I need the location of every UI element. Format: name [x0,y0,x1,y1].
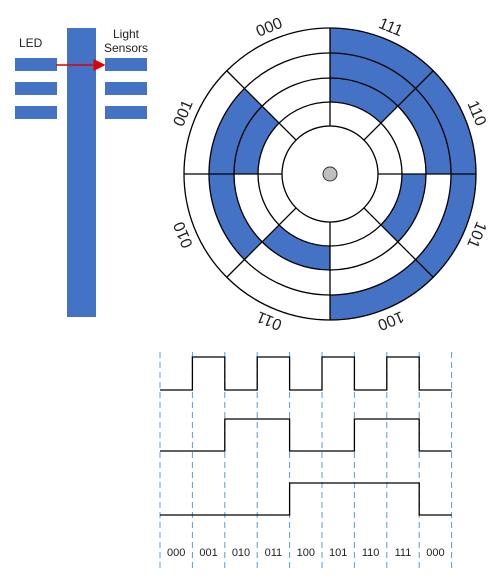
disk-segment-inner-001 [234,106,280,174]
sensor-bar-1 [105,58,147,71]
led-bar-1 [15,58,57,71]
timing-code-label-8: 000 [426,547,444,559]
timing-signal-bit1 [160,418,452,452]
disk-segment-middle-001 [209,88,263,174]
disk-divider-line [226,207,297,278]
disk-sectors [209,28,476,320]
timing-code-label-2: 010 [232,547,250,559]
timing-code-label-3: 011 [265,547,283,559]
disk-segment-middle-111 [330,53,416,107]
disk-segment-outer-100 [330,259,434,320]
sensor-label-line1: Light [113,27,140,41]
sensor-bar-2 [105,82,147,95]
disk-hub [322,166,338,182]
timing-diagram: 000 001 010 011 100 101 110 111 000 [159,352,453,572]
disk-segment-middle-110 [397,88,451,174]
timing-code-label-4: 100 [297,547,315,559]
timing-code-label-1: 001 [199,547,217,559]
disk-segment-inner-101 [380,174,426,242]
disk-sector-dividers [184,28,476,320]
disk-edge-bar [67,28,96,317]
timing-gridlines [159,352,453,572]
timing-code-label-0: 000 [167,547,185,559]
disk-segment-outer-101 [415,174,476,278]
disk-divider-line [363,70,434,141]
timing-code-label-6: 110 [362,547,380,559]
led-bar-3 [15,106,57,119]
sensor-bar-3 [105,106,147,119]
led-label: LED [19,36,43,50]
disk-segment-inner-111 [330,78,398,124]
sensor-label-line2: Sensors [104,41,148,55]
disk-segment-outer-110 [415,70,476,174]
disk-segment-middle-010 [209,174,263,260]
disk-divider-line [226,70,297,141]
sensor-assembly: LED Light Sensors [15,27,148,317]
timing-signal-bit0 [160,356,452,391]
timing-code-label-7: 111 [395,547,412,559]
disk-segment-inner-011 [262,224,330,270]
led-bar-2 [15,82,57,95]
timing-signals [160,356,452,516]
timing-signal-bit2 [160,482,452,516]
disk-divider-line [363,207,434,278]
timing-code-labels: 000 001 010 011 100 101 110 111 000 [167,547,445,559]
disk-segment-outer-111 [330,28,434,89]
timing-code-label-5: 101 [329,547,347,559]
